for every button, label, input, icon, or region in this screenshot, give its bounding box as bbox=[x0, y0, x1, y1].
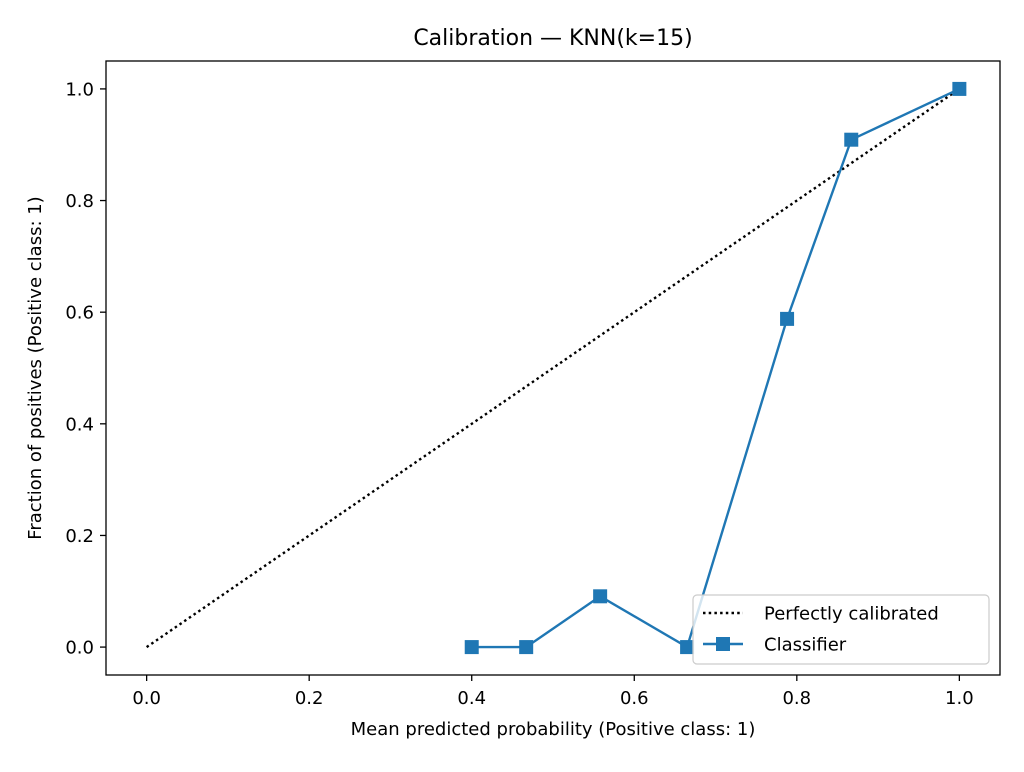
series-line-0 bbox=[145, 87, 961, 649]
y-tick-label: 0.0 bbox=[65, 638, 94, 659]
x-tick-label: 0.2 bbox=[295, 688, 324, 709]
y-tick-label: 0.6 bbox=[65, 303, 94, 324]
data-point-marker bbox=[519, 640, 534, 655]
x-tick-label: 0.8 bbox=[782, 688, 811, 709]
legend-marker bbox=[716, 637, 730, 651]
y-tick-label: 0.8 bbox=[65, 191, 94, 212]
plot-area: 0.0 0.2 0.4 0.6 0.8 1.0 0.0 0.2 0.4 0.6 0.8 1.0 bbox=[65, 60, 1001, 709]
y-axis-label: Fraction of positives (Positive class: 1… bbox=[25, 196, 46, 539]
x-tick-label: 0.6 bbox=[620, 688, 649, 709]
series-line-1 bbox=[471, 87, 960, 649]
y-tick-label: 0.2 bbox=[65, 526, 94, 547]
y-tick-label: 0.4 bbox=[65, 414, 94, 435]
x-tick-label: 0.4 bbox=[457, 688, 486, 709]
x-tick-label: 1.0 bbox=[945, 688, 974, 709]
data-point-marker bbox=[780, 311, 795, 326]
x-tick-label: 0.0 bbox=[132, 688, 161, 709]
legend-label: Classifier bbox=[764, 635, 847, 656]
data-point-marker bbox=[952, 81, 967, 96]
y-tick-label: 1.0 bbox=[65, 79, 94, 100]
data-point-marker bbox=[680, 640, 695, 655]
x-axis-label: Mean predicted probability (Positive cla… bbox=[351, 719, 756, 740]
legend: Perfectly calibrated Classifier bbox=[692, 594, 990, 665]
axes-frame bbox=[105, 60, 1001, 676]
legend-box bbox=[692, 594, 990, 665]
data-point-marker bbox=[593, 589, 608, 604]
data-point-marker bbox=[464, 640, 479, 655]
chart-title: Calibration — KNN(k=15) bbox=[413, 26, 692, 51]
data-point-marker bbox=[844, 132, 859, 147]
legend-label: Perfectly calibrated bbox=[764, 604, 939, 625]
